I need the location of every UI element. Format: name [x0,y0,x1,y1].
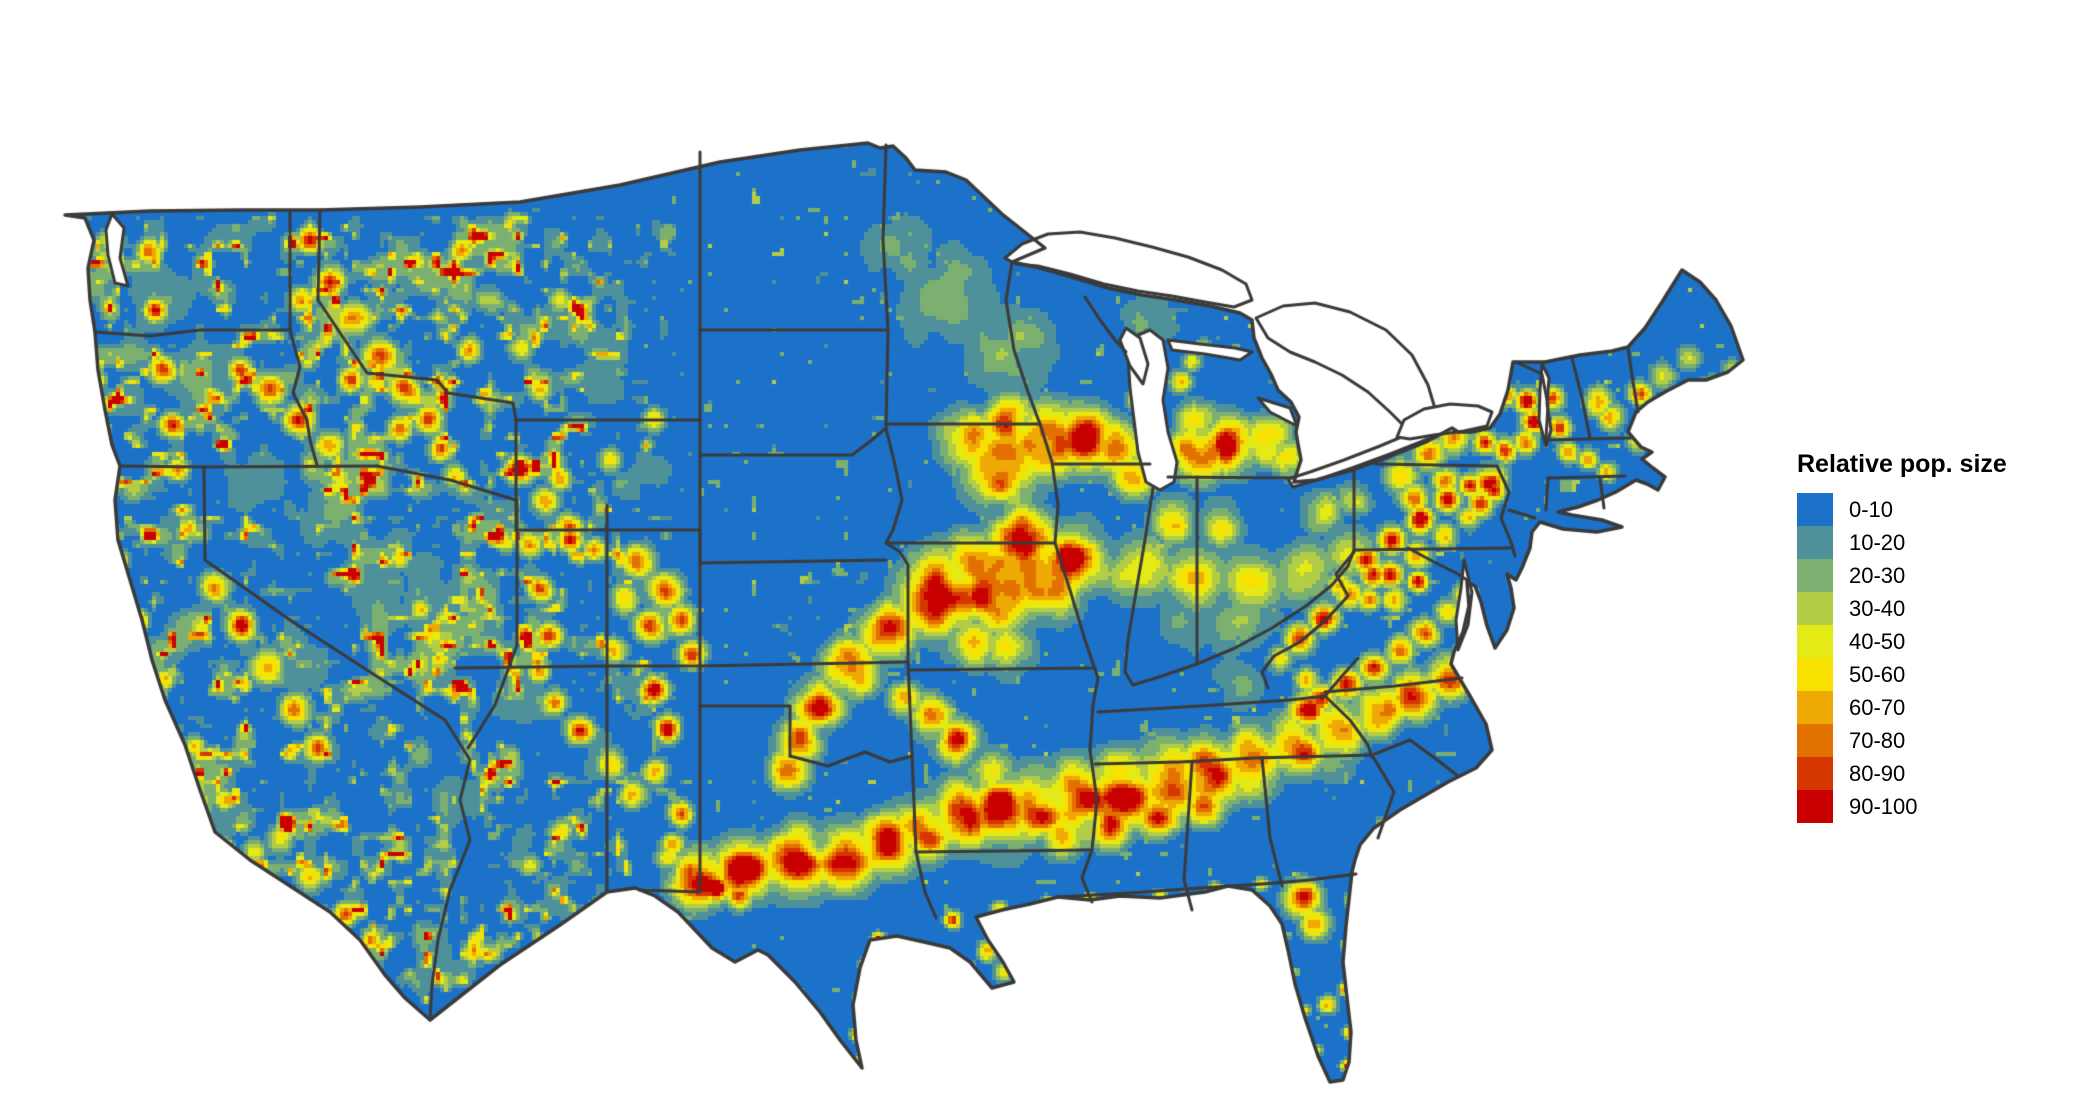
legend-swatch [1797,790,1833,823]
legend-swatch [1797,757,1833,790]
legend-row-0-10: 0-10 [1797,493,2087,526]
legend-label: 40-50 [1849,628,1906,654]
legend-label: 50-60 [1849,661,1906,687]
legend-label: 10-20 [1849,529,1906,555]
legend-row-50-60: 50-60 [1797,658,2087,691]
legend-title: Relative pop. size [1797,450,2007,478]
legend-label: 80-90 [1849,760,1906,786]
legend-label: 90-100 [1849,793,1918,819]
legend-row-30-40: 30-40 [1797,592,2087,625]
legend-row-80-90: 80-90 [1797,757,2087,790]
legend-row-70-80: 70-80 [1797,724,2087,757]
legend-swatch [1797,724,1833,757]
legend-swatch [1797,559,1833,592]
legend-label: 30-40 [1849,595,1906,621]
legend-row-90-100: 90-100 [1797,790,2087,823]
legend-row-10-20: 10-20 [1797,526,2087,559]
legend: Relative pop. size 0-10 10-20 20-30 30-40 40… [1797,450,2087,823]
legend-row-20-30: 20-30 [1797,559,2087,592]
legend-swatch [1797,493,1833,526]
legend-label: 20-30 [1849,562,1906,588]
legend-swatch [1797,526,1833,559]
legend-swatch [1797,658,1833,691]
legend-swatch [1797,691,1833,724]
legend-rows: 0-10 10-20 20-30 30-40 40-50 50-60 60-70 70-80 8… [1797,493,2087,823]
legend-label: 0-10 [1849,496,1894,522]
legend-swatch [1797,625,1833,658]
legend-row-60-70: 60-70 [1797,691,2087,724]
legend-row-40-50: 40-50 [1797,625,2087,658]
legend-label: 60-70 [1849,694,1906,720]
legend-label: 70-80 [1849,727,1906,753]
legend-swatch [1797,592,1833,625]
